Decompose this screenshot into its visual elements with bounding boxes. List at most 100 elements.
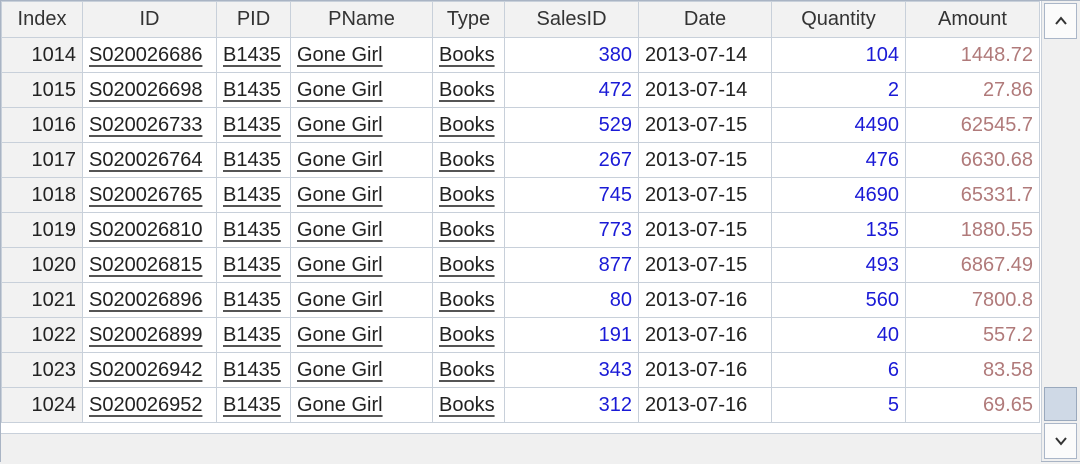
cell-quantity[interactable]: 476: [771, 142, 906, 178]
cell-quantity[interactable]: 40: [771, 317, 906, 353]
cell-pid[interactable]: B1435: [216, 177, 291, 213]
cell-pid[interactable]: B1435: [216, 72, 291, 108]
cell-salesid[interactable]: 773: [504, 212, 639, 248]
cell-pname[interactable]: Gone Girl: [290, 72, 433, 108]
cell-quantity[interactable]: 493: [771, 247, 906, 283]
column-header-date[interactable]: Date: [638, 1, 772, 38]
cell-id[interactable]: S020026765: [82, 177, 217, 213]
cell-type[interactable]: Books: [432, 177, 505, 213]
cell-pid[interactable]: B1435: [216, 352, 291, 388]
cell-amount[interactable]: 6630.68: [905, 142, 1040, 178]
cell-salesid[interactable]: 343: [504, 352, 639, 388]
cell-type[interactable]: Books: [432, 387, 505, 423]
cell-id[interactable]: S020026896: [82, 282, 217, 318]
cell-id[interactable]: S020026733: [82, 107, 217, 143]
cell-salesid[interactable]: 80: [504, 282, 639, 318]
scroll-down-button[interactable]: [1044, 423, 1077, 459]
cell-pname[interactable]: Gone Girl: [290, 212, 433, 248]
cell-amount[interactable]: 1880.55: [905, 212, 1040, 248]
cell-date[interactable]: 2013-07-16: [638, 317, 772, 353]
cell-pname[interactable]: Gone Girl: [290, 107, 433, 143]
cell-amount[interactable]: 62545.7: [905, 107, 1040, 143]
cell-salesid[interactable]: 877: [504, 247, 639, 283]
cell-type[interactable]: Books: [432, 282, 505, 318]
cell-type[interactable]: Books: [432, 247, 505, 283]
cell-pname[interactable]: Gone Girl: [290, 142, 433, 178]
cell-quantity[interactable]: 135: [771, 212, 906, 248]
table-row[interactable]: 1023 S020026942 B1435 Gone Girl Books 343 2013…: [1, 352, 1040, 388]
column-header-quantity[interactable]: Quantity: [771, 1, 906, 38]
cell-amount[interactable]: 65331.7: [905, 177, 1040, 213]
table-row[interactable]: 1021 S020026896 B1435 Gone Girl Books 80 2013-…: [1, 282, 1040, 318]
table-row[interactable]: 1015 S020026698 B1435 Gone Girl Books 472 2013…: [1, 72, 1040, 108]
cell-pid[interactable]: B1435: [216, 37, 291, 73]
cell-date[interactable]: 2013-07-15: [638, 142, 772, 178]
cell-pname[interactable]: Gone Girl: [290, 177, 433, 213]
table-row[interactable]: 1016 S020026733 B1435 Gone Girl Books 529 2013…: [1, 107, 1040, 143]
cell-id[interactable]: S020026952: [82, 387, 217, 423]
cell-salesid[interactable]: 191: [504, 317, 639, 353]
cell-id[interactable]: S020026764: [82, 142, 217, 178]
column-header-pname[interactable]: PName: [290, 1, 433, 38]
cell-pid[interactable]: B1435: [216, 142, 291, 178]
cell-quantity[interactable]: 2: [771, 72, 906, 108]
scroll-up-button[interactable]: [1044, 3, 1077, 39]
cell-type[interactable]: Books: [432, 72, 505, 108]
column-header-salesid[interactable]: SalesID: [504, 1, 639, 38]
cell-date[interactable]: 2013-07-16: [638, 282, 772, 318]
cell-quantity[interactable]: 104: [771, 37, 906, 73]
cell-quantity[interactable]: 560: [771, 282, 906, 318]
column-header-index[interactable]: Index: [1, 1, 83, 38]
cell-amount[interactable]: 6867.49: [905, 247, 1040, 283]
cell-id[interactable]: S020026810: [82, 212, 217, 248]
cell-amount[interactable]: 69.65: [905, 387, 1040, 423]
cell-date[interactable]: 2013-07-16: [638, 387, 772, 423]
cell-pid[interactable]: B1435: [216, 107, 291, 143]
cell-date[interactable]: 2013-07-14: [638, 72, 772, 108]
vertical-scrollbar[interactable]: [1041, 1, 1080, 461]
cell-quantity[interactable]: 4490: [771, 107, 906, 143]
column-header-type[interactable]: Type: [432, 1, 505, 38]
cell-pid[interactable]: B1435: [216, 387, 291, 423]
cell-salesid[interactable]: 312: [504, 387, 639, 423]
table-row[interactable]: 1024 S020026952 B1435 Gone Girl Books 312 2013…: [1, 387, 1040, 423]
cell-amount[interactable]: 7800.8: [905, 282, 1040, 318]
cell-type[interactable]: Books: [432, 107, 505, 143]
cell-date[interactable]: 2013-07-15: [638, 247, 772, 283]
table-row[interactable]: 1017 S020026764 B1435 Gone Girl Books 267 2013…: [1, 142, 1040, 178]
cell-pname[interactable]: Gone Girl: [290, 247, 433, 283]
cell-salesid[interactable]: 529: [504, 107, 639, 143]
cell-type[interactable]: Books: [432, 317, 505, 353]
table-row[interactable]: 1019 S020026810 B1435 Gone Girl Books 773 2013…: [1, 212, 1040, 248]
cell-salesid[interactable]: 472: [504, 72, 639, 108]
column-header-amount[interactable]: Amount: [905, 1, 1040, 38]
cell-salesid[interactable]: 380: [504, 37, 639, 73]
cell-pid[interactable]: B1435: [216, 317, 291, 353]
cell-amount[interactable]: 83.58: [905, 352, 1040, 388]
column-header-id[interactable]: ID: [82, 1, 217, 38]
cell-type[interactable]: Books: [432, 212, 505, 248]
cell-amount[interactable]: 557.2: [905, 317, 1040, 353]
cell-amount[interactable]: 1448.72: [905, 37, 1040, 73]
cell-id[interactable]: S020026698: [82, 72, 217, 108]
scroll-thumb[interactable]: [1044, 387, 1077, 421]
cell-date[interactable]: 2013-07-15: [638, 212, 772, 248]
cell-salesid[interactable]: 745: [504, 177, 639, 213]
cell-type[interactable]: Books: [432, 352, 505, 388]
cell-date[interactable]: 2013-07-15: [638, 177, 772, 213]
cell-pname[interactable]: Gone Girl: [290, 387, 433, 423]
cell-quantity[interactable]: 5: [771, 387, 906, 423]
cell-pname[interactable]: Gone Girl: [290, 282, 433, 318]
cell-pname[interactable]: Gone Girl: [290, 37, 433, 73]
cell-salesid[interactable]: 267: [504, 142, 639, 178]
cell-amount[interactable]: 27.86: [905, 72, 1040, 108]
cell-pid[interactable]: B1435: [216, 247, 291, 283]
column-header-pid[interactable]: PID: [216, 1, 291, 38]
cell-id[interactable]: S020026942: [82, 352, 217, 388]
cell-pid[interactable]: B1435: [216, 282, 291, 318]
cell-date[interactable]: 2013-07-16: [638, 352, 772, 388]
cell-type[interactable]: Books: [432, 37, 505, 73]
cell-quantity[interactable]: 6: [771, 352, 906, 388]
cell-quantity[interactable]: 4690: [771, 177, 906, 213]
cell-date[interactable]: 2013-07-14: [638, 37, 772, 73]
